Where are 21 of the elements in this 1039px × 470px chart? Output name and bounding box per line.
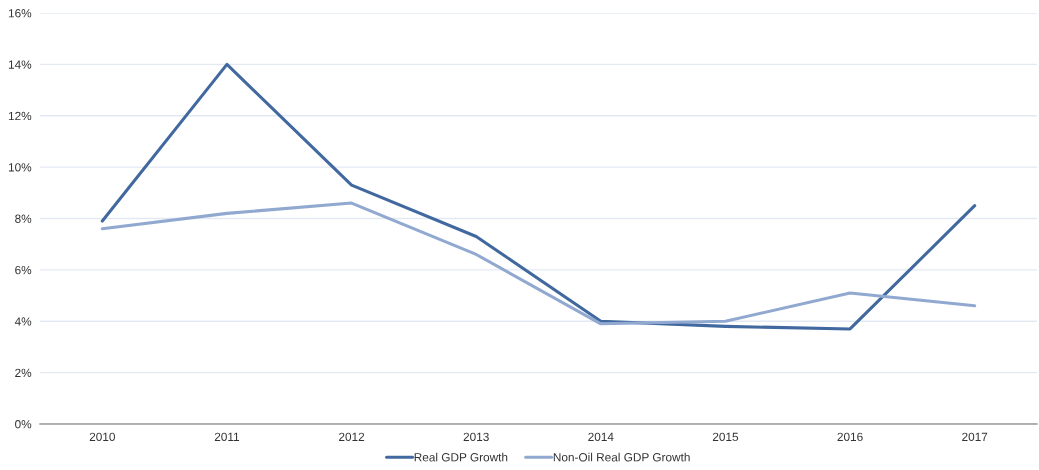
x-tick-label: 2013 xyxy=(463,432,489,441)
x-tick-label: 2015 xyxy=(712,432,739,441)
y-tick-label: 6% xyxy=(15,265,32,275)
y-tick-label: 14% xyxy=(8,60,32,69)
legend-label: Real GDP Growth xyxy=(414,452,508,462)
y-tick-label: 0% xyxy=(15,420,32,429)
x-tick-label: 2017 xyxy=(962,432,988,441)
y-tick-label: 8% xyxy=(15,214,32,223)
line-series xyxy=(100,201,977,326)
y-tick-label: 12% xyxy=(8,111,32,121)
x-tick-label: 2016 xyxy=(837,432,863,441)
legend-label: Non-Oil Real GDP Growth xyxy=(553,452,690,462)
x-tick-label: 2010 xyxy=(89,432,115,441)
y-tick-label: 10% xyxy=(8,163,32,172)
x-tick-label: 2014 xyxy=(588,432,614,441)
y-tick-label: 16% xyxy=(8,9,32,18)
x-tick-label: 2012 xyxy=(339,432,365,441)
y-tick-label: 2% xyxy=(15,368,32,377)
line-series xyxy=(100,62,977,331)
x-tick-label: 2011 xyxy=(214,432,240,441)
y-tick-label: 4% xyxy=(14,317,32,326)
